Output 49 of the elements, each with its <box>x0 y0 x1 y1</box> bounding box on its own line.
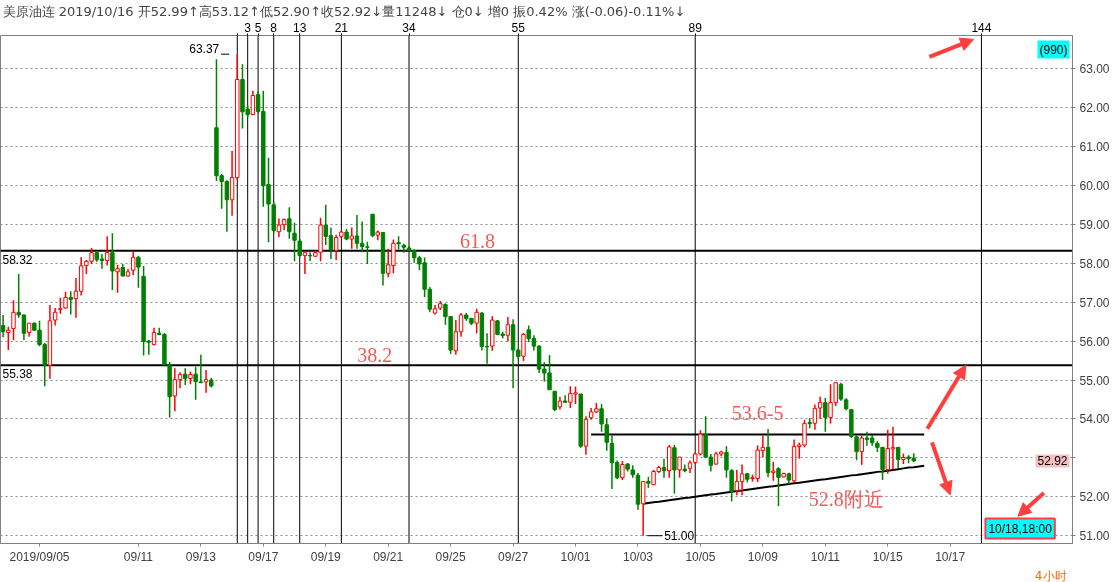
x-tick-label: 09/21 <box>373 549 404 564</box>
x2-tick-label: 144 <box>971 20 992 35</box>
y-tick-label: 51.00 <box>1079 529 1110 544</box>
x-tick-label: 09/11 <box>123 549 154 564</box>
y-tick-label: 54.00 <box>1079 412 1110 427</box>
x2-tick-label: 3 <box>244 20 252 35</box>
x-tick-label: 10/03 <box>622 549 654 564</box>
text: 4小时 <box>1034 568 1067 582</box>
annotation: 52.8附近 <box>808 488 884 511</box>
x-tick-label: 10/01 <box>560 549 591 564</box>
y-tick-label: 58.00 <box>1079 256 1110 271</box>
x-tick-label: 10/05 <box>685 549 716 564</box>
x2-tick-label: 5 <box>254 20 262 35</box>
y-tick-label: 62.00 <box>1079 101 1110 116</box>
x-tick-label: 10/17 <box>935 549 966 564</box>
x2-tick-label: 21 <box>334 20 349 35</box>
x-tick-label: 09/19 <box>310 549 342 564</box>
x-tick-label: 09/13 <box>185 549 217 564</box>
x-tick-label: 09/25 <box>435 549 466 564</box>
y-tick-label: 57.00 <box>1079 295 1110 310</box>
y-tick-label: 61.00 <box>1079 139 1110 154</box>
annotation: 52.92 <box>1037 454 1068 469</box>
chart-title: 美原油连 2019/10/16 开52.99↑高53.12↑低52.90↑收52.92↓量11248↓ 仓0↓ 增0 振0.42% 涨(-0.06)-0.11%↓ <box>2 3 686 19</box>
x-tick-label: 10/09 <box>747 549 779 564</box>
y-tick-label: 56.00 <box>1079 334 1110 349</box>
y-tick-label: 59.00 <box>1079 217 1110 232</box>
ref-line-label: 55.38 <box>2 367 33 382</box>
x-tick-label: 09/27 <box>498 549 529 564</box>
ref-line-label: 58.32 <box>2 252 33 267</box>
x-tick-label: 10/15 <box>872 549 904 564</box>
x2-tick-label: 13 <box>293 20 307 35</box>
annotation: 10/18,18:00 <box>988 521 1053 536</box>
x2-tick-label: 89 <box>688 20 703 35</box>
annotation: 61.8 <box>460 229 496 252</box>
y-tick-label: 60.00 <box>1079 178 1110 193</box>
y-tick-label: 55.00 <box>1079 373 1110 388</box>
annotation: 63.37 <box>189 42 220 57</box>
x2-tick-label: 34 <box>402 20 416 35</box>
annotation: 38.2 <box>357 344 393 367</box>
x2-tick-label: 8 <box>270 20 278 35</box>
annotation: (990) <box>1039 42 1068 57</box>
x-tick-label: 09/17 <box>248 549 279 564</box>
x-tick-label: 2019/09/05 <box>9 549 70 564</box>
y-tick-label: 52.00 <box>1079 490 1110 505</box>
annotation: 53.6-5 <box>731 401 784 424</box>
x-tick-label: 10/11 <box>810 549 841 564</box>
x2-tick-label: 55 <box>511 20 526 35</box>
y-tick-label: 63.00 <box>1079 62 1110 77</box>
annotation: 51.00 <box>664 529 695 544</box>
